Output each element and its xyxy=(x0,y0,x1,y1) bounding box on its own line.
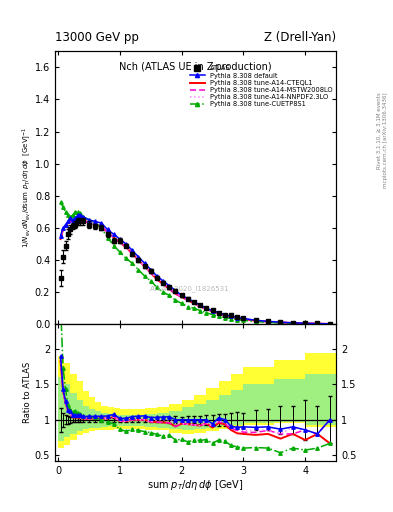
Text: Z (Drell-Yan): Z (Drell-Yan) xyxy=(264,31,336,44)
Y-axis label: $1/N_\mathrm{ev}\,dN_\mathrm{ev}/d$sum $p_T/d\eta\,d\phi$  [GeV]$^{-1}$: $1/N_\mathrm{ev}\,dN_\mathrm{ev}/d$sum $… xyxy=(20,127,33,248)
X-axis label: sum $p_T/d\eta\,d\phi$ [GeV]: sum $p_T/d\eta\,d\phi$ [GeV] xyxy=(147,478,244,493)
Text: Nch (ATLAS UE in Z production): Nch (ATLAS UE in Z production) xyxy=(119,62,272,72)
Text: mcplots.cern.ch [arXiv:1306.3436]: mcplots.cern.ch [arXiv:1306.3436] xyxy=(383,92,387,188)
Text: 13000 GeV pp: 13000 GeV pp xyxy=(55,31,139,44)
Legend: ATLAS, Pythia 8.308 default, Pythia 8.308 tune-A14-CTEQL1, Pythia 8.308 tune-A14: ATLAS, Pythia 8.308 default, Pythia 8.30… xyxy=(190,66,333,108)
Y-axis label: Ratio to ATLAS: Ratio to ATLAS xyxy=(23,362,32,423)
Text: ATLAS_2020_I1826531: ATLAS_2020_I1826531 xyxy=(150,285,230,292)
Text: Rivet 3.1.10, ≥ 3.1M events: Rivet 3.1.10, ≥ 3.1M events xyxy=(377,92,382,169)
